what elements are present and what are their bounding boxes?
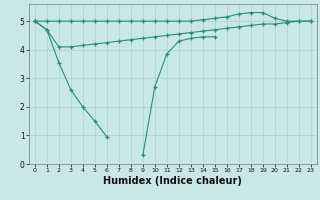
X-axis label: Humidex (Indice chaleur): Humidex (Indice chaleur)	[103, 176, 242, 186]
